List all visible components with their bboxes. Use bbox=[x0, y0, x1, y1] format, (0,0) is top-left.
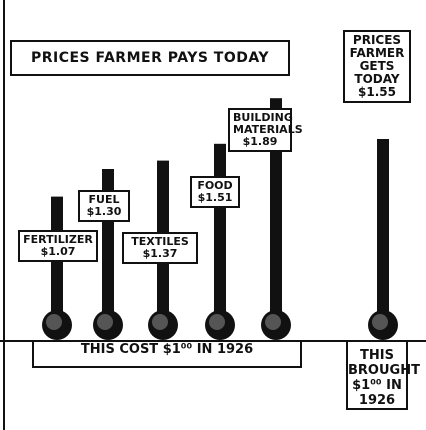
value-label: $1.37 bbox=[127, 248, 193, 260]
thermometer-tube bbox=[377, 139, 389, 325]
bulb-shine bbox=[372, 314, 388, 330]
bulb-shine bbox=[46, 314, 62, 330]
bulb-shine bbox=[265, 314, 281, 330]
value-label: $1.30 bbox=[83, 206, 125, 218]
farmer-label: PRICES FARMER GETS TODAY$1.55 bbox=[343, 30, 411, 103]
value-label: $1.07 bbox=[23, 246, 93, 258]
farmer-value-label: $1.55 bbox=[348, 86, 406, 99]
chart-title: PRICES FARMER PAYS TODAY bbox=[10, 40, 290, 76]
bulb-shine bbox=[209, 314, 225, 330]
price-label: FERTILIZER$1.07 bbox=[18, 230, 98, 262]
price-label: TEXTILES$1.37 bbox=[122, 232, 198, 264]
farmer-caption: THIS BROUGHT $1⁰⁰ IN 1926 bbox=[346, 342, 408, 410]
thermometer-tube bbox=[214, 144, 226, 325]
value-label: $1.51 bbox=[195, 192, 235, 204]
value-label: $1.89 bbox=[233, 136, 287, 148]
bulb-shine bbox=[152, 314, 168, 330]
cartoon-chart: PRICES FARMER PAYS TODAY THIS COST $1⁰⁰ … bbox=[0, 0, 426, 430]
farmer-label-text: PRICES FARMER GETS TODAY bbox=[348, 34, 406, 86]
price-label: BUILDING MATERIALS$1.89 bbox=[228, 108, 292, 152]
price-label: FOOD$1.51 bbox=[190, 176, 240, 208]
price-label: FUEL$1.30 bbox=[78, 190, 130, 222]
bulb-shine bbox=[97, 314, 113, 330]
base-caption: THIS COST $1⁰⁰ IN 1926 bbox=[32, 342, 302, 368]
category-label: BUILDING MATERIALS bbox=[233, 112, 287, 136]
